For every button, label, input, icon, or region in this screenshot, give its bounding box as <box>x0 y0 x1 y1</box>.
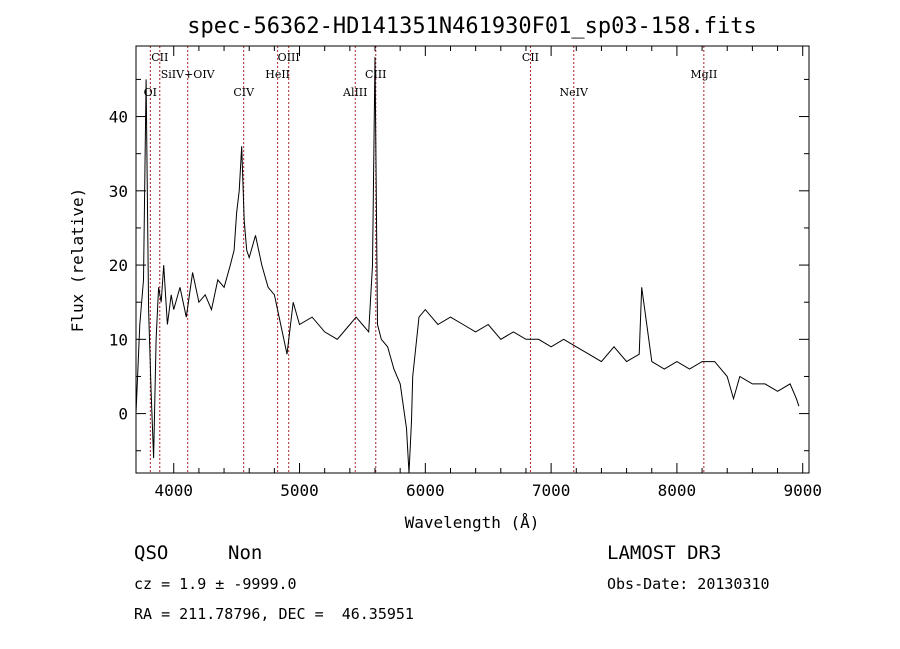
y-tick-label-0: 0 <box>118 405 128 424</box>
coordinates: RA = 211.78796, DEC = 46.35951 <box>134 605 414 623</box>
object-class: QSO <box>134 542 168 564</box>
x-tick-label-3: 7000 <box>532 481 571 500</box>
x-tick-label-1: 5000 <box>280 481 319 500</box>
x-axis-label: Wavelength (Å) <box>405 513 540 532</box>
y-tick-label-2: 20 <box>109 256 128 275</box>
y-tick-label-1: 10 <box>109 330 128 349</box>
line-label-10: MgII <box>690 68 717 81</box>
y-axis-label: Flux (relative) <box>68 188 87 333</box>
line-label-6: AlIII <box>342 86 368 99</box>
line-label-3: CIV <box>233 86 255 99</box>
line-label-5: OIII <box>278 51 300 64</box>
line-label-8: CII <box>522 51 539 64</box>
line-label-9: NeIV <box>560 86 589 99</box>
y-tick-label-3: 30 <box>109 182 128 201</box>
x-tick-label-0: 4000 <box>154 481 193 500</box>
series-line-0 <box>135 57 800 474</box>
emission-line-labels: OI CII SiIV+OIV CIV HeII OIII AlIII CIII CII NeIV… <box>144 51 718 99</box>
line-label-7: CIII <box>365 68 386 81</box>
redshift-line: cz = 1.9 ± -9999.0 <box>134 575 297 593</box>
x-axis-ticks: 4000 5000 6000 7000 8000 9000 <box>154 46 822 500</box>
line-label-4: HeII <box>265 68 290 81</box>
emission-line-markers <box>149 46 705 473</box>
object-subclass: Non <box>228 542 262 564</box>
x-tick-label-5: 9000 <box>783 481 822 500</box>
spectrum-series <box>135 57 800 474</box>
y-axis-ticks: 0 10 20 30 40 <box>109 78 809 452</box>
x-tick-label-4: 8000 <box>658 481 697 500</box>
plot-frame <box>135 45 810 474</box>
line-label-1: CII <box>151 51 168 64</box>
survey-name: LAMOST DR3 <box>607 542 721 564</box>
y-tick-label-4: 40 <box>109 108 128 127</box>
chart-title: spec-56362-HD141351N461930F01_sp03-158.f… <box>187 14 757 39</box>
x-tick-label-2: 6000 <box>406 481 445 500</box>
line-label-2: SiIV+OIV <box>161 68 216 81</box>
observation-date: Obs-Date: 20130310 <box>607 575 770 593</box>
line-label-0: OI <box>144 86 157 99</box>
